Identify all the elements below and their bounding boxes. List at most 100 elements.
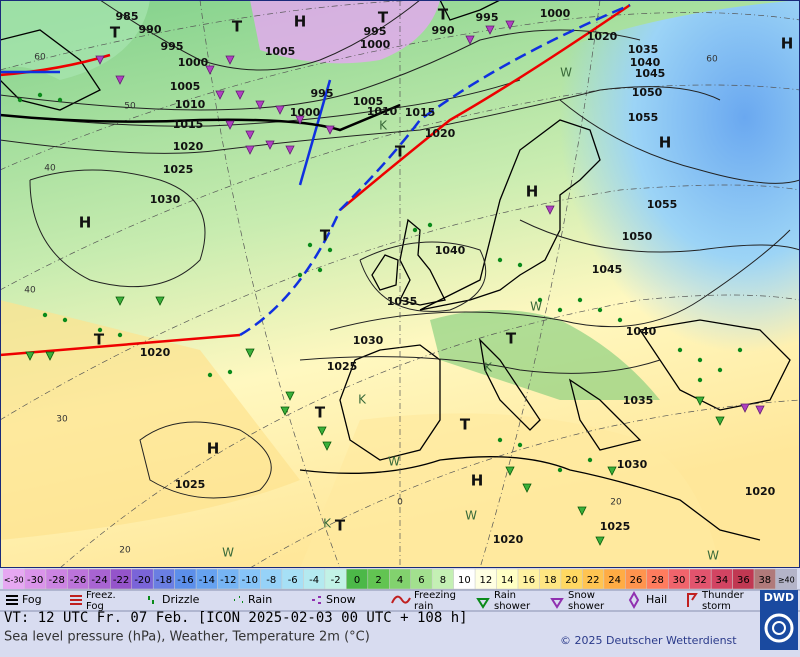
legend-symbol-line: shower — [568, 601, 605, 612]
pressure-center: T — [438, 6, 449, 24]
marker: K — [358, 393, 367, 407]
snow-shower-symbol — [295, 115, 305, 125]
isobar-label: 1040 — [435, 244, 466, 257]
rain-shower-symbol — [25, 351, 35, 361]
rain-shower-symbol — [245, 348, 255, 358]
isobar-label: 1055 — [647, 198, 678, 211]
logo-swirl — [764, 613, 794, 643]
rain-shower-symbol — [280, 406, 290, 416]
isobar-label: 1025 — [175, 478, 206, 491]
temperature-label: -20 — [134, 575, 150, 586]
temperature-label: 32 — [694, 575, 707, 586]
pressure-center: T — [315, 404, 326, 422]
isobar-label: 1020 — [140, 346, 171, 359]
isobar-label: 1045 — [635, 67, 666, 80]
legend-symbol-line: Snow — [568, 590, 595, 601]
temperature-label: 6 — [418, 575, 424, 586]
pressure-center: T — [506, 330, 517, 348]
isobar-label: 1020 — [587, 30, 618, 43]
legend-symbol-icon — [550, 598, 564, 609]
rain-shower-symbol — [607, 466, 617, 476]
temperature-label: -8 — [266, 575, 276, 586]
rain-shower-symbol — [577, 506, 587, 516]
grid-label: 40 — [24, 286, 36, 296]
isobar-label: 1030 — [617, 458, 648, 471]
legend-symbol-line: Rain — [494, 590, 516, 601]
pressure-center: T — [320, 227, 331, 245]
grid-label: 20 — [610, 498, 622, 508]
grid-label: 0 — [397, 498, 403, 508]
legend-symbol-label: Snow — [326, 593, 356, 606]
isobar-label: 1025 — [600, 520, 631, 533]
isobar-label: 1030 — [353, 334, 384, 347]
pressure-center: T — [335, 517, 346, 535]
legend-symbol-label: Rain — [248, 593, 272, 606]
marker: W — [222, 546, 234, 560]
isobar-label: 985 — [116, 10, 139, 23]
rain-symbol — [327, 247, 333, 253]
legend-symbol-icon — [234, 596, 243, 603]
logo: DWD — [764, 591, 794, 604]
temperature-label: -6 — [288, 575, 298, 586]
isobar-label: 1025 — [327, 360, 358, 373]
rain-symbol — [57, 97, 63, 103]
rain-shower-symbol — [322, 441, 332, 451]
isobar-label: 995 — [364, 25, 387, 38]
temperature-label: 36 — [737, 575, 750, 586]
legend-symbol-label: Thunder storm — [701, 590, 745, 612]
footer: VT: 12 UTC Fr. 07 Feb. [ICON 2025-02-03 … — [4, 590, 798, 650]
temperature-label: 30 — [673, 575, 686, 586]
temperature-label: 10 — [458, 575, 471, 586]
isobar-label: 1010 — [175, 98, 206, 111]
legend-symbol-line: rain — [414, 601, 433, 612]
description: Sea level pressure (hPa), Weather, Tempe… — [4, 630, 370, 645]
isobar-label: 1055 — [628, 111, 659, 124]
grid-label: 60 — [34, 53, 46, 63]
temperature-label: 12 — [479, 575, 492, 586]
isobar-label: 1025 — [163, 163, 194, 176]
rain-symbol — [587, 457, 593, 463]
snow-shower-symbol — [205, 65, 215, 75]
isobar-label: 1020 — [173, 140, 204, 153]
weather-symbols — [17, 20, 765, 546]
legend-symbol-icon — [476, 598, 490, 609]
temperature-label: 4 — [397, 575, 403, 586]
snow-shower-symbol — [485, 25, 495, 35]
rain-shower-symbol — [695, 396, 705, 406]
legend-symbol-icon — [70, 595, 82, 605]
grid-label: 30 — [56, 415, 68, 425]
isobar-label: 1020 — [493, 533, 524, 546]
temperature-label: 14 — [501, 575, 514, 586]
snow-shower-symbol — [755, 405, 765, 415]
legend: <-30 -30 -28 -26 -24 -22 -20 -18 -16 -14 -12 -10 -8-… — [0, 568, 800, 612]
isobar-label: 1015 — [173, 118, 204, 131]
pressure-center: H — [781, 35, 794, 53]
grid-lines — [0, 0, 800, 569]
rain-symbol — [517, 442, 523, 448]
rain-symbol — [227, 369, 233, 375]
grid-label: 60 — [706, 55, 718, 65]
marker: W — [465, 509, 477, 523]
rain-shower-symbol — [715, 416, 725, 426]
rain-symbol — [617, 317, 623, 323]
isobar-label: 1035 — [623, 394, 654, 407]
snow-shower-symbol — [255, 100, 265, 110]
marker: K — [323, 517, 332, 531]
temperature-label: 22 — [587, 575, 600, 586]
temperature-label: -14 — [199, 575, 215, 586]
legend-symbol-icon — [628, 590, 640, 610]
isobar-label: 1005 — [170, 80, 201, 93]
temperature-label: 26 — [630, 575, 643, 586]
legend-symbol-icon — [391, 595, 411, 604]
pressure-center: H — [659, 134, 672, 152]
rain-symbol — [42, 312, 48, 318]
rain-symbol — [117, 332, 123, 338]
snow-shower-symbol — [505, 20, 515, 30]
rain-shower-symbol — [45, 351, 55, 361]
isobar-label: 1040 — [626, 325, 657, 338]
pressure-center: T — [395, 143, 406, 161]
marker: W — [560, 66, 572, 80]
rain-shower-symbol — [155, 296, 165, 306]
